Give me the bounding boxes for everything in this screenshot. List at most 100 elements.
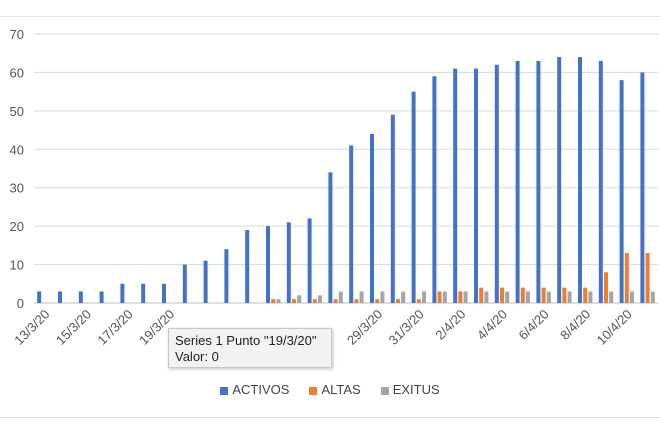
- bar-activos-26/3/20: [307, 218, 312, 303]
- y-tick-label: 20: [10, 219, 24, 234]
- bar-activos-16/3/20: [99, 291, 104, 303]
- tooltip-title: Series 1 Punto "19/3/20": [175, 333, 317, 348]
- bar-activos-14/3/20: [58, 291, 62, 303]
- bar-exitus-29/3/20: [380, 291, 385, 303]
- bar-exitus-1/4/20: [442, 291, 447, 303]
- bar-activos-11/4/20: [640, 72, 645, 303]
- legend-label: ALTAS: [321, 382, 361, 397]
- bar-altas-10/4/20: [624, 253, 629, 303]
- x-tick-label: 13/3/20: [11, 307, 52, 348]
- bar-activos-3/4/20: [474, 68, 478, 303]
- legend-item-exitus: EXITUS: [380, 382, 440, 397]
- legend-label: ACTIVOS: [232, 382, 290, 397]
- bar-altas-25/3/20: [292, 299, 296, 303]
- bar-activos-13/3/20: [37, 291, 42, 303]
- bar-altas-31/3/20: [416, 299, 421, 303]
- bottom-border: [0, 417, 660, 418]
- bar-activos-21/3/20: [203, 260, 208, 303]
- bar-activos-28/3/20: [349, 145, 354, 303]
- bar-activos-2/4/20: [453, 68, 458, 303]
- bar-exitus-24/3/20: [276, 299, 281, 303]
- x-tick-label: 8/4/20: [557, 307, 593, 343]
- bar-exitus-2/4/20: [463, 291, 468, 303]
- bar-activos-27/3/20: [328, 172, 333, 303]
- bar-altas-29/3/20: [375, 299, 380, 303]
- bar-exitus-9/4/20: [609, 291, 614, 303]
- bar-exitus-26/3/20: [318, 295, 322, 303]
- bar-exitus-25/3/20: [297, 295, 302, 303]
- bar-altas-8/4/20: [583, 287, 588, 303]
- y-tick-label: 40: [10, 142, 24, 157]
- bar-altas-26/3/20: [312, 299, 317, 303]
- bar-activos-15/3/20: [78, 291, 83, 303]
- x-tick-label: 10/4/20: [594, 307, 635, 348]
- x-tick-label: 15/3/20: [53, 307, 94, 348]
- bar-activos-5/4/20: [515, 60, 520, 304]
- y-tick-label: 70: [10, 27, 24, 42]
- x-tick-label: 17/3/20: [94, 307, 135, 348]
- bar-activos-18/3/20: [141, 283, 146, 303]
- bar-activos-17/3/20: [120, 283, 125, 303]
- legend-item-altas: ALTAS: [309, 382, 361, 397]
- bar-activos-29/3/20: [370, 133, 374, 303]
- bar-activos-23/3/20: [245, 229, 250, 303]
- bar-altas-3/4/20: [479, 287, 484, 303]
- data-tooltip: Series 1 Punto "19/3/20" Valor: 0: [168, 328, 332, 368]
- bar-exitus-28/3/20: [359, 291, 364, 303]
- bar-exitus-4/4/20: [505, 291, 510, 303]
- bar-activos-1/4/20: [432, 76, 437, 304]
- bar-activos-19/3/20: [162, 283, 166, 303]
- chart-legend: ACTIVOS ALTAS EXITUS: [0, 382, 660, 397]
- bar-activos-4/4/20: [494, 64, 499, 303]
- bar-exitus-5/4/20: [526, 291, 530, 303]
- legend-swatch: [380, 386, 389, 395]
- bar-exitus-30/3/20: [401, 291, 406, 303]
- legend-label: EXITUS: [392, 382, 440, 397]
- bar-altas-5/4/20: [520, 287, 525, 303]
- bar-altas-11/4/20: [645, 253, 650, 303]
- bar-activos-20/3/20: [182, 264, 187, 303]
- legend-swatch: [220, 386, 229, 395]
- x-tick-label: 4/4/20: [474, 307, 510, 343]
- bar-altas-4/4/20: [500, 287, 504, 303]
- bar-activos-22/3/20: [224, 249, 229, 303]
- bar-altas-2/4/20: [458, 291, 463, 303]
- x-tick-label: 6/4/20: [516, 307, 552, 343]
- bar-altas-27/3/20: [333, 299, 338, 303]
- gridlines: [34, 33, 658, 304]
- legend-item-activos: ACTIVOS: [220, 382, 289, 397]
- bar-exitus-3/4/20: [484, 291, 489, 303]
- top-border: [0, 16, 660, 17]
- y-tick-label: 60: [10, 65, 24, 80]
- bar-activos-10/4/20: [619, 80, 624, 303]
- bar-altas-9/4/20: [604, 272, 608, 303]
- bar-exitus-11/4/20: [650, 291, 655, 303]
- x-tick-label: 29/3/20: [344, 307, 385, 348]
- bar-exitus-27/3/20: [338, 291, 343, 303]
- bar-activos-25/3/20: [286, 222, 291, 303]
- bar-activos-31/3/20: [411, 91, 416, 304]
- bar-exitus-6/4/20: [546, 291, 551, 303]
- bar-exitus-8/4/20: [588, 291, 593, 303]
- bar-altas-30/3/20: [396, 299, 400, 303]
- y-axis-ticks: 0 10 20 30 40 50 60 70: [10, 27, 24, 311]
- bar-activos-24/3/20: [266, 226, 270, 303]
- bar-exitus-10/4/20: [630, 291, 634, 303]
- bar-altas-24/3/20: [271, 299, 276, 303]
- y-tick-label: 50: [10, 104, 24, 119]
- bar-altas-6/4/20: [541, 287, 546, 303]
- x-tick-label: 2/4/20: [432, 307, 468, 343]
- bar-activos-8/4/20: [578, 57, 582, 303]
- bar-activos-30/3/20: [390, 114, 395, 303]
- tooltip-value: Valor: 0: [175, 349, 219, 364]
- bar-activos-6/4/20: [536, 60, 541, 304]
- bar-exitus-7/4/20: [567, 291, 572, 303]
- bar-activos-7/4/20: [557, 57, 562, 303]
- y-tick-label: 0: [17, 296, 24, 311]
- bar-exitus-31/3/20: [422, 291, 426, 303]
- y-tick-label: 30: [10, 181, 24, 196]
- bar-altas-7/4/20: [562, 287, 567, 303]
- bars: [37, 57, 655, 304]
- y-tick-label: 10: [10, 258, 24, 273]
